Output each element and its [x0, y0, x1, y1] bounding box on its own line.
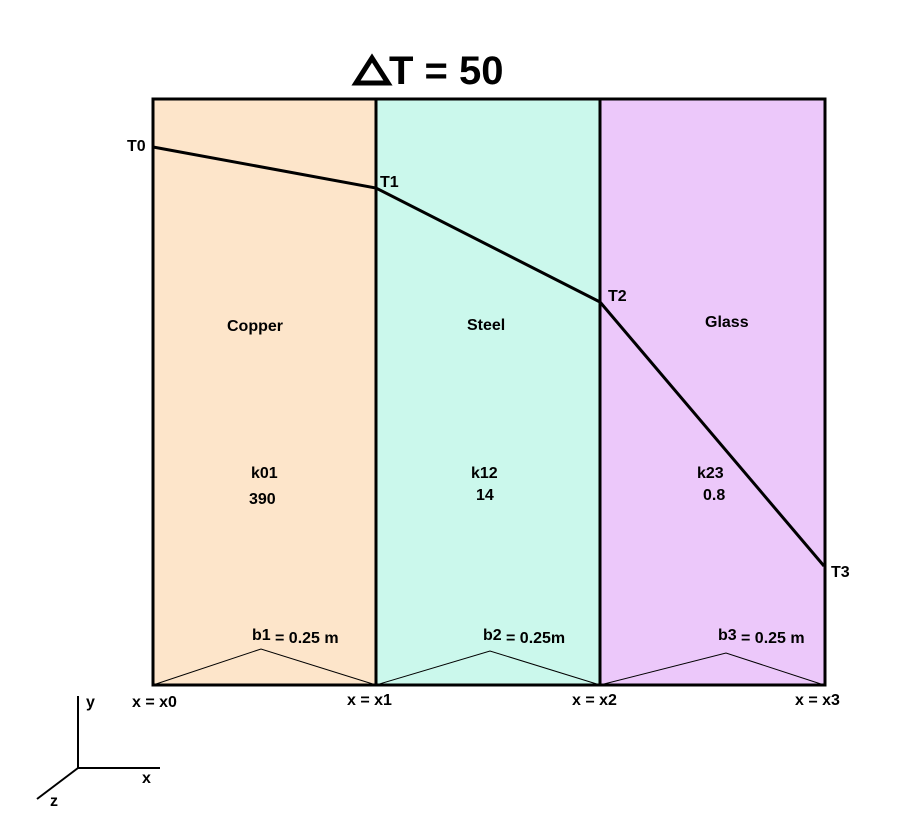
- thickness-value-b2: = 0.25m: [506, 630, 565, 647]
- outer-border: [151, 97, 827, 687]
- thickness-brace-b2: [375, 650, 601, 686]
- delta-symbol: [351, 53, 393, 86]
- position-label-x1: x = x1: [347, 692, 392, 709]
- thickness-value-b3: = 0.25 m: [741, 630, 805, 647]
- k-label-copper: k01: [251, 465, 278, 482]
- thickness-brace-b3: [599, 652, 825, 686]
- steel-layer: [376, 99, 600, 685]
- k-label-steel: k12: [471, 465, 498, 482]
- glass-layer: [600, 99, 825, 685]
- material-label-steel: Steel: [467, 317, 505, 334]
- thickness-label-b3: b3: [718, 627, 737, 644]
- thickness-label-b1: b1: [252, 627, 271, 644]
- temp-label-t0: T0: [127, 138, 146, 155]
- material-label-glass: Glass: [705, 314, 749, 331]
- thickness-value-b1: = 0.25 m: [275, 630, 339, 647]
- axis-triad: y x z: [36, 694, 160, 810]
- z-axis-label: z: [50, 793, 58, 810]
- temp-label-t3: T3: [831, 564, 850, 581]
- x-axis-label: x: [142, 770, 151, 787]
- thickness-label-b2: b2: [483, 627, 502, 644]
- thickness-brace-b1: [152, 648, 377, 686]
- temperature-profile: [152, 145, 826, 567]
- k-value-copper: 390: [249, 491, 276, 508]
- z-axis-line: [36, 767, 79, 800]
- temp-label-t1: T1: [380, 174, 399, 191]
- copper-layer: [153, 99, 376, 685]
- position-label-x2: x = x2: [572, 692, 617, 709]
- temp-label-t2: T2: [608, 288, 627, 305]
- position-label-x3: x = x3: [795, 692, 840, 709]
- k-value-steel: 14: [476, 487, 494, 504]
- k-value-glass: 0.8: [703, 487, 725, 504]
- material-label-copper: Copper: [227, 318, 283, 335]
- title-text: T = 50: [389, 49, 504, 93]
- k-label-glass: k23: [697, 465, 724, 482]
- position-label-x0: x = x0: [132, 694, 177, 711]
- y-axis-label: y: [86, 694, 95, 711]
